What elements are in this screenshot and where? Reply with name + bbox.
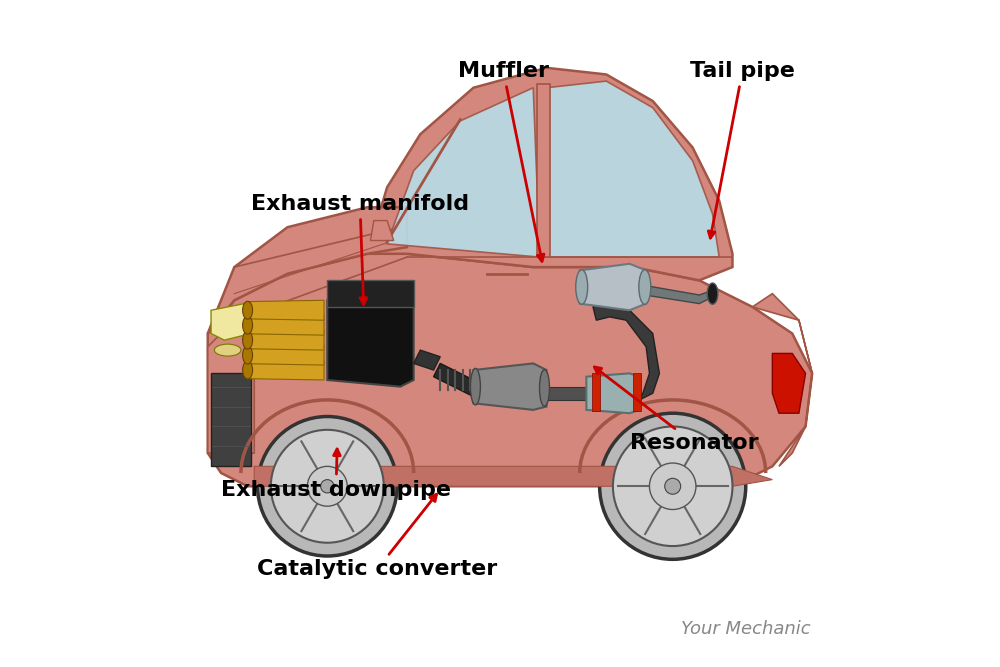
Polygon shape [211, 303, 251, 340]
Polygon shape [586, 374, 639, 414]
Circle shape [613, 426, 732, 546]
Polygon shape [546, 81, 719, 257]
Polygon shape [434, 364, 480, 397]
Polygon shape [537, 85, 550, 257]
Ellipse shape [639, 269, 651, 304]
Ellipse shape [470, 368, 480, 405]
Ellipse shape [243, 316, 253, 334]
Ellipse shape [243, 301, 253, 319]
Polygon shape [633, 374, 641, 412]
Text: Exhaust manifold: Exhaust manifold [251, 194, 469, 304]
Text: Tail pipe: Tail pipe [690, 61, 795, 238]
Polygon shape [248, 345, 324, 365]
Circle shape [600, 414, 746, 560]
Ellipse shape [243, 331, 253, 349]
Polygon shape [248, 360, 324, 380]
Polygon shape [593, 300, 659, 400]
Polygon shape [208, 247, 812, 486]
Polygon shape [370, 221, 394, 241]
Circle shape [271, 430, 384, 543]
Circle shape [665, 478, 681, 494]
Text: Resonator: Resonator [594, 367, 758, 453]
Polygon shape [414, 350, 440, 370]
Polygon shape [772, 354, 806, 414]
Ellipse shape [707, 283, 718, 304]
Polygon shape [387, 88, 540, 257]
Ellipse shape [540, 370, 549, 406]
Polygon shape [254, 466, 772, 486]
Polygon shape [645, 285, 713, 303]
Ellipse shape [214, 344, 241, 356]
Polygon shape [208, 320, 254, 453]
Circle shape [258, 416, 397, 556]
Polygon shape [248, 300, 324, 320]
Polygon shape [592, 374, 600, 412]
Ellipse shape [243, 361, 253, 379]
Polygon shape [327, 280, 414, 307]
Polygon shape [473, 364, 546, 410]
Circle shape [649, 463, 696, 510]
Polygon shape [327, 293, 414, 387]
Text: Catalytic converter: Catalytic converter [257, 494, 497, 580]
Polygon shape [367, 68, 732, 280]
Polygon shape [546, 387, 586, 400]
Circle shape [321, 480, 334, 493]
Polygon shape [580, 263, 646, 310]
Polygon shape [752, 293, 812, 466]
Polygon shape [208, 207, 407, 334]
Ellipse shape [576, 269, 588, 304]
Polygon shape [248, 330, 324, 350]
Text: Muffler: Muffler [458, 61, 549, 261]
Ellipse shape [243, 346, 253, 364]
Polygon shape [211, 374, 251, 466]
Polygon shape [248, 315, 324, 335]
Text: Exhaust downpipe: Exhaust downpipe [221, 449, 451, 500]
Text: Your Mechanic: Your Mechanic [681, 620, 811, 638]
Circle shape [307, 466, 347, 506]
